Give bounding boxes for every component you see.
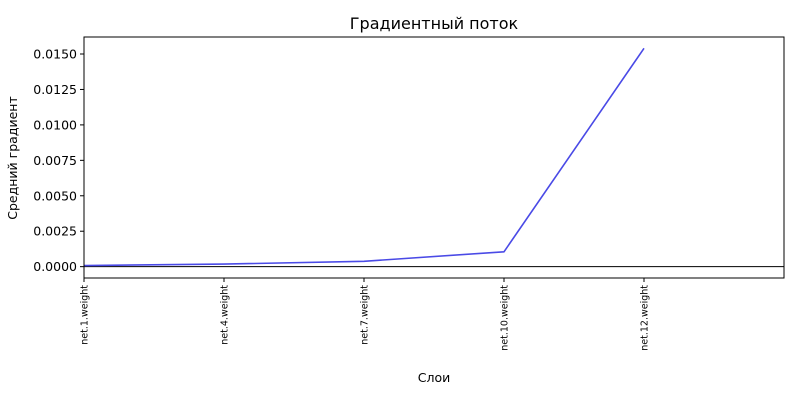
x-axis-label: Слои (418, 370, 451, 385)
plot-area (83, 47, 784, 268)
y-tick-label: 0.0125 (33, 82, 77, 97)
x-tick-label: net.4.weight (220, 285, 231, 345)
x-tick-label: net.10.weight (500, 285, 511, 351)
data-point-net.4.weight (223, 263, 225, 265)
y-tick-label: 0.0100 (33, 117, 77, 132)
x-tick-label: net.1.weight (80, 285, 91, 345)
data-point-net.7.weight (363, 260, 365, 262)
series-line-0 (83, 47, 645, 267)
y-tick-label: 0.0075 (33, 153, 77, 168)
chart-title: Градиентный поток (350, 14, 519, 33)
y-tick-label: 0.0050 (33, 188, 77, 203)
data-point-net.12.weight (643, 48, 645, 50)
data-point-net.10.weight (503, 251, 505, 253)
x-tick-label: net.7.weight (360, 285, 371, 345)
y-tick-label: 0.0025 (33, 224, 77, 239)
y-axis: 0.0000 0.0025 0.0050 0.0075 0.0100 0.0125 0.01… (33, 47, 84, 274)
axes-frame (83, 36, 785, 279)
x-axis: net.1.weight net.4.weight net.7.weight net.… (80, 278, 651, 351)
y-axis-label: Средний градиент (5, 96, 20, 219)
y-tick-label: 0.0000 (33, 259, 77, 274)
y-tick-label: 0.0150 (33, 47, 77, 62)
x-tick-label: net.12.weight (640, 285, 651, 351)
